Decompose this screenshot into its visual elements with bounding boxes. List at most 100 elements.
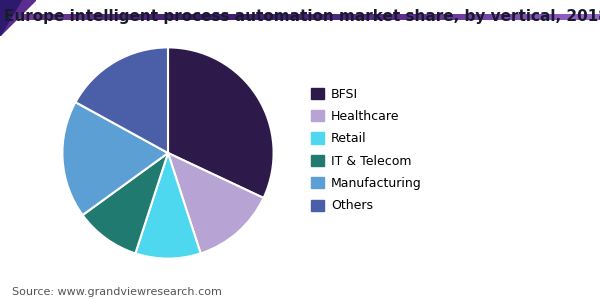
Bar bbox=[564, 14, 570, 20]
Bar bbox=[84, 14, 90, 20]
Bar bbox=[90, 14, 96, 20]
Bar bbox=[96, 14, 102, 20]
Bar bbox=[576, 14, 582, 20]
Bar bbox=[540, 14, 546, 20]
Bar bbox=[432, 14, 438, 20]
Bar bbox=[210, 14, 216, 20]
Bar bbox=[510, 14, 516, 20]
Bar bbox=[18, 14, 24, 20]
Bar bbox=[348, 14, 354, 20]
Bar bbox=[378, 14, 384, 20]
Bar bbox=[36, 14, 42, 20]
Bar bbox=[294, 14, 300, 20]
Bar bbox=[342, 14, 348, 20]
Bar bbox=[132, 14, 138, 20]
Bar bbox=[318, 14, 324, 20]
Bar bbox=[0, 14, 6, 20]
Bar bbox=[366, 14, 372, 20]
Polygon shape bbox=[0, 0, 22, 36]
Bar bbox=[108, 14, 114, 20]
Bar bbox=[588, 14, 594, 20]
Bar bbox=[444, 14, 450, 20]
Bar bbox=[24, 14, 30, 20]
Bar bbox=[204, 14, 210, 20]
Bar bbox=[6, 14, 12, 20]
Bar bbox=[384, 14, 390, 20]
Bar bbox=[180, 14, 186, 20]
Bar bbox=[300, 14, 306, 20]
Bar bbox=[486, 14, 492, 20]
Bar bbox=[360, 14, 366, 20]
Bar bbox=[522, 14, 528, 20]
Bar bbox=[414, 14, 420, 20]
Bar bbox=[336, 14, 342, 20]
Bar bbox=[114, 14, 120, 20]
Bar bbox=[276, 14, 282, 20]
Legend: BFSI, Healthcare, Retail, IT & Telecom, Manufacturing, Others: BFSI, Healthcare, Retail, IT & Telecom, … bbox=[306, 82, 427, 218]
Text: Europe intelligent process automation market share, by vertical, 2018 (%): Europe intelligent process automation ma… bbox=[4, 9, 600, 24]
Bar bbox=[102, 14, 108, 20]
Bar bbox=[594, 14, 600, 20]
Bar bbox=[192, 14, 198, 20]
Bar bbox=[270, 14, 276, 20]
Bar bbox=[54, 14, 60, 20]
Polygon shape bbox=[0, 0, 36, 36]
Bar bbox=[78, 14, 84, 20]
Bar bbox=[408, 14, 414, 20]
Wedge shape bbox=[62, 102, 168, 215]
Bar bbox=[150, 14, 156, 20]
Bar bbox=[396, 14, 402, 20]
Bar bbox=[138, 14, 144, 20]
Bar bbox=[426, 14, 432, 20]
Wedge shape bbox=[168, 153, 263, 254]
Bar bbox=[402, 14, 408, 20]
Bar bbox=[504, 14, 510, 20]
Bar bbox=[174, 14, 180, 20]
Bar bbox=[66, 14, 72, 20]
Bar bbox=[516, 14, 522, 20]
Wedge shape bbox=[76, 47, 168, 153]
Wedge shape bbox=[136, 153, 200, 259]
Bar bbox=[306, 14, 312, 20]
Bar bbox=[498, 14, 504, 20]
Bar bbox=[72, 14, 78, 20]
Bar bbox=[228, 14, 234, 20]
Bar bbox=[390, 14, 396, 20]
Bar bbox=[558, 14, 564, 20]
Bar bbox=[456, 14, 462, 20]
Bar bbox=[60, 14, 66, 20]
Wedge shape bbox=[83, 153, 168, 254]
Bar bbox=[324, 14, 330, 20]
Bar bbox=[534, 14, 540, 20]
Bar bbox=[528, 14, 534, 20]
Bar bbox=[162, 14, 168, 20]
Bar bbox=[234, 14, 240, 20]
Bar bbox=[246, 14, 252, 20]
Bar bbox=[354, 14, 360, 20]
Bar bbox=[372, 14, 378, 20]
Bar bbox=[30, 14, 36, 20]
Bar bbox=[330, 14, 336, 20]
Bar bbox=[264, 14, 270, 20]
Bar bbox=[468, 14, 474, 20]
Bar bbox=[312, 14, 318, 20]
Bar bbox=[240, 14, 246, 20]
Bar bbox=[474, 14, 480, 20]
Bar bbox=[156, 14, 162, 20]
Wedge shape bbox=[168, 47, 274, 198]
Bar bbox=[258, 14, 264, 20]
Bar bbox=[252, 14, 258, 20]
Bar bbox=[120, 14, 126, 20]
Bar bbox=[492, 14, 498, 20]
Bar bbox=[144, 14, 150, 20]
Bar bbox=[480, 14, 486, 20]
Bar bbox=[462, 14, 468, 20]
Bar bbox=[126, 14, 132, 20]
Bar bbox=[288, 14, 294, 20]
Bar bbox=[198, 14, 204, 20]
Bar bbox=[582, 14, 588, 20]
Bar bbox=[168, 14, 174, 20]
Bar bbox=[42, 14, 48, 20]
Bar bbox=[12, 14, 18, 20]
Bar bbox=[438, 14, 444, 20]
